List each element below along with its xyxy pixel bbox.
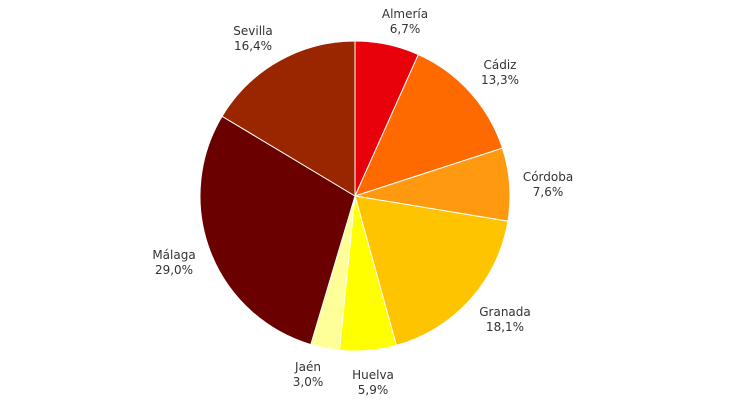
- slice-label-huelva: Huelva 5,9%: [352, 368, 394, 398]
- slice-label-cadiz: Cádiz 13,3%: [481, 58, 519, 88]
- slice-percent: 5,9%: [357, 383, 389, 397]
- slice-label-cordoba: Córdoba 7,6%: [523, 170, 573, 200]
- slice-label-jaen: Jaén 3,0%: [293, 360, 324, 390]
- pie-slice-7: [221, 40, 356, 197]
- slice-name: Granada: [479, 305, 531, 319]
- slice-percent: 18,1%: [485, 320, 525, 334]
- slice-name: Jaén: [295, 360, 321, 374]
- slice-name: Sevilla: [233, 24, 273, 38]
- slice-name: Cádiz: [483, 58, 517, 72]
- slice-percent: 3,0%: [292, 375, 324, 389]
- slice-label-malaga: Málaga 29,0%: [152, 248, 195, 278]
- slice-label-almeria: Almería 6,7%: [382, 7, 428, 37]
- slice-name: Córdoba: [522, 170, 574, 184]
- pie-slice-3: [354, 195, 509, 346]
- slice-percent: 29,0%: [154, 263, 194, 277]
- slice-label-sevilla: Sevilla 16,4%: [233, 24, 272, 54]
- slice-percent: 16,4%: [233, 39, 273, 53]
- slice-name: Málaga: [152, 248, 196, 262]
- slice-name: Huelva: [352, 368, 394, 382]
- slice-percent: 13,3%: [480, 73, 520, 87]
- slice-percent: 6,7%: [389, 22, 421, 36]
- slice-name: Almería: [381, 7, 429, 21]
- pie-slice-1: [354, 53, 504, 197]
- slice-label-granada: Granada 18,1%: [479, 305, 531, 335]
- slice-percent: 7,6%: [532, 185, 564, 199]
